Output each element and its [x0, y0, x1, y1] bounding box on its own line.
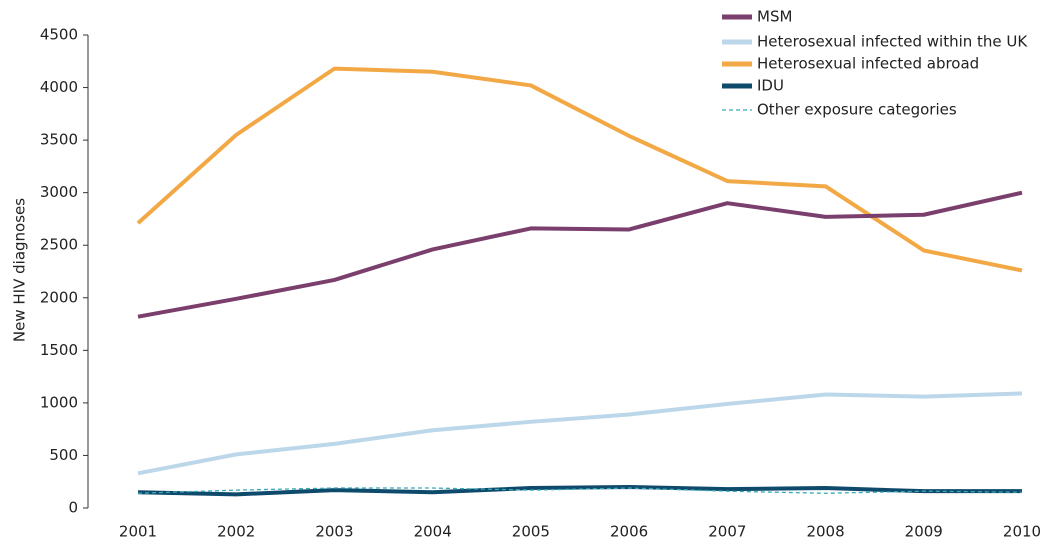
legend-label: Heterosexual infected within the UK [757, 33, 1028, 51]
x-tick-label: 2007 [708, 523, 746, 541]
legend-label: IDU [757, 77, 784, 95]
y-tick-label: 4000 [40, 78, 78, 96]
y-tick-label: 3500 [40, 131, 78, 149]
x-tick-label: 2008 [806, 523, 844, 541]
x-tick-label: 2009 [905, 523, 943, 541]
y-tick-label: 1000 [40, 393, 78, 411]
y-tick-label: 3000 [40, 183, 78, 201]
x-tick-label: 2005 [512, 523, 550, 541]
x-tick-label: 2001 [119, 523, 157, 541]
x-tick-label: 2004 [414, 523, 452, 541]
y-tick-label: 4500 [40, 26, 78, 44]
x-tick-label: 2006 [610, 523, 648, 541]
series-line [137, 391, 1023, 476]
series-line [136, 66, 1023, 273]
y-tick-label: 2500 [40, 236, 78, 254]
y-tick-label: 1500 [40, 341, 78, 359]
y-axis-label: New HIV diagnoses [11, 198, 29, 342]
legend-label: MSM [757, 8, 792, 26]
x-tick-label: 2002 [217, 523, 255, 541]
series-line [137, 484, 1022, 497]
x-tick-label: 2003 [315, 523, 353, 541]
y-tick-label: 2000 [40, 288, 78, 306]
y-tick-label: 500 [49, 446, 78, 464]
legend-label: Heterosexual infected abroad [757, 55, 979, 73]
x-tick-label: 2010 [1003, 523, 1041, 541]
series-line [137, 190, 1023, 319]
legend-label: Other exposure categories [757, 101, 957, 119]
y-tick-label: 0 [68, 499, 78, 517]
series-line [137, 487, 1023, 494]
